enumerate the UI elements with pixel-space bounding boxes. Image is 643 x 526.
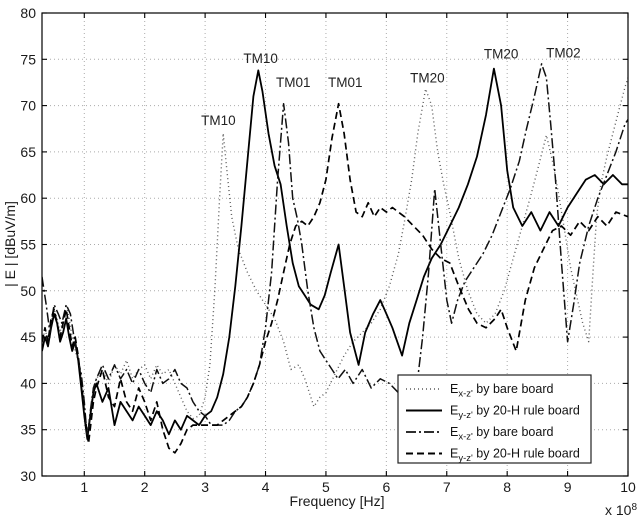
y-tick-label: 55 [20, 237, 36, 253]
annotation-tm01: TM01 [276, 75, 311, 90]
legend-label-3: Ey-z' by 20-H rule board [450, 447, 580, 465]
y-tick-label: 75 [20, 51, 36, 67]
annotation-tm20: TM20 [484, 46, 519, 61]
x-tick-label: 1 [80, 479, 88, 495]
x-axis-label: Frequency [Hz] [290, 493, 385, 509]
y-tick-label: 45 [20, 329, 36, 345]
x-tick-label: 5 [322, 479, 330, 495]
y-tick-label: 40 [20, 375, 36, 391]
y-tick-label: 80 [20, 5, 36, 21]
legend-label-1: Ey-z' by 20-H rule board [450, 404, 580, 422]
annotation-tm10: TM10 [243, 51, 278, 66]
annotation-tm01: TM01 [328, 75, 363, 90]
mode-annotations: TM10 TM10 TM01 TM01 TM20 TM20 TM02 [201, 45, 580, 128]
annotation-tm10: TM10 [201, 113, 236, 128]
y-tick-label: 50 [20, 283, 36, 299]
x-tick-label: 9 [564, 479, 572, 495]
annotation-tm20: TM20 [410, 70, 445, 85]
x-tick-label: 7 [443, 479, 451, 495]
data-series [42, 63, 628, 454]
legend-label-0: Ex-z' by bare board [450, 382, 553, 400]
x-tick-label: 2 [141, 479, 149, 495]
legend: Ex-z' by bare board Ey-z' by 20-H rule bo… [397, 374, 592, 465]
series-dashed-3 [42, 102, 628, 454]
series-dashdot-2 [42, 63, 628, 440]
y-tick-label: 30 [20, 468, 36, 484]
x-tick-label: 4 [262, 479, 270, 495]
x-axis-multiplier: x 108 [605, 502, 637, 518]
x-tick-label: 8 [503, 479, 511, 495]
axis-ticks [42, 12, 629, 477]
y-tick-label: 35 [20, 422, 36, 438]
y-tick-label: 65 [20, 144, 36, 160]
y-tick-label: 60 [20, 190, 36, 206]
x-tick-label: 3 [201, 479, 209, 495]
x-tick-label: 10 [620, 479, 636, 495]
legend-label-2: Ex-z' by bare board [450, 425, 553, 443]
annotation-tm02: TM02 [546, 45, 581, 60]
y-axis-label: | E | [dBuV/m] [2, 201, 18, 287]
x-tick-label: 6 [382, 479, 390, 495]
y-tick-label: 70 [20, 98, 36, 114]
